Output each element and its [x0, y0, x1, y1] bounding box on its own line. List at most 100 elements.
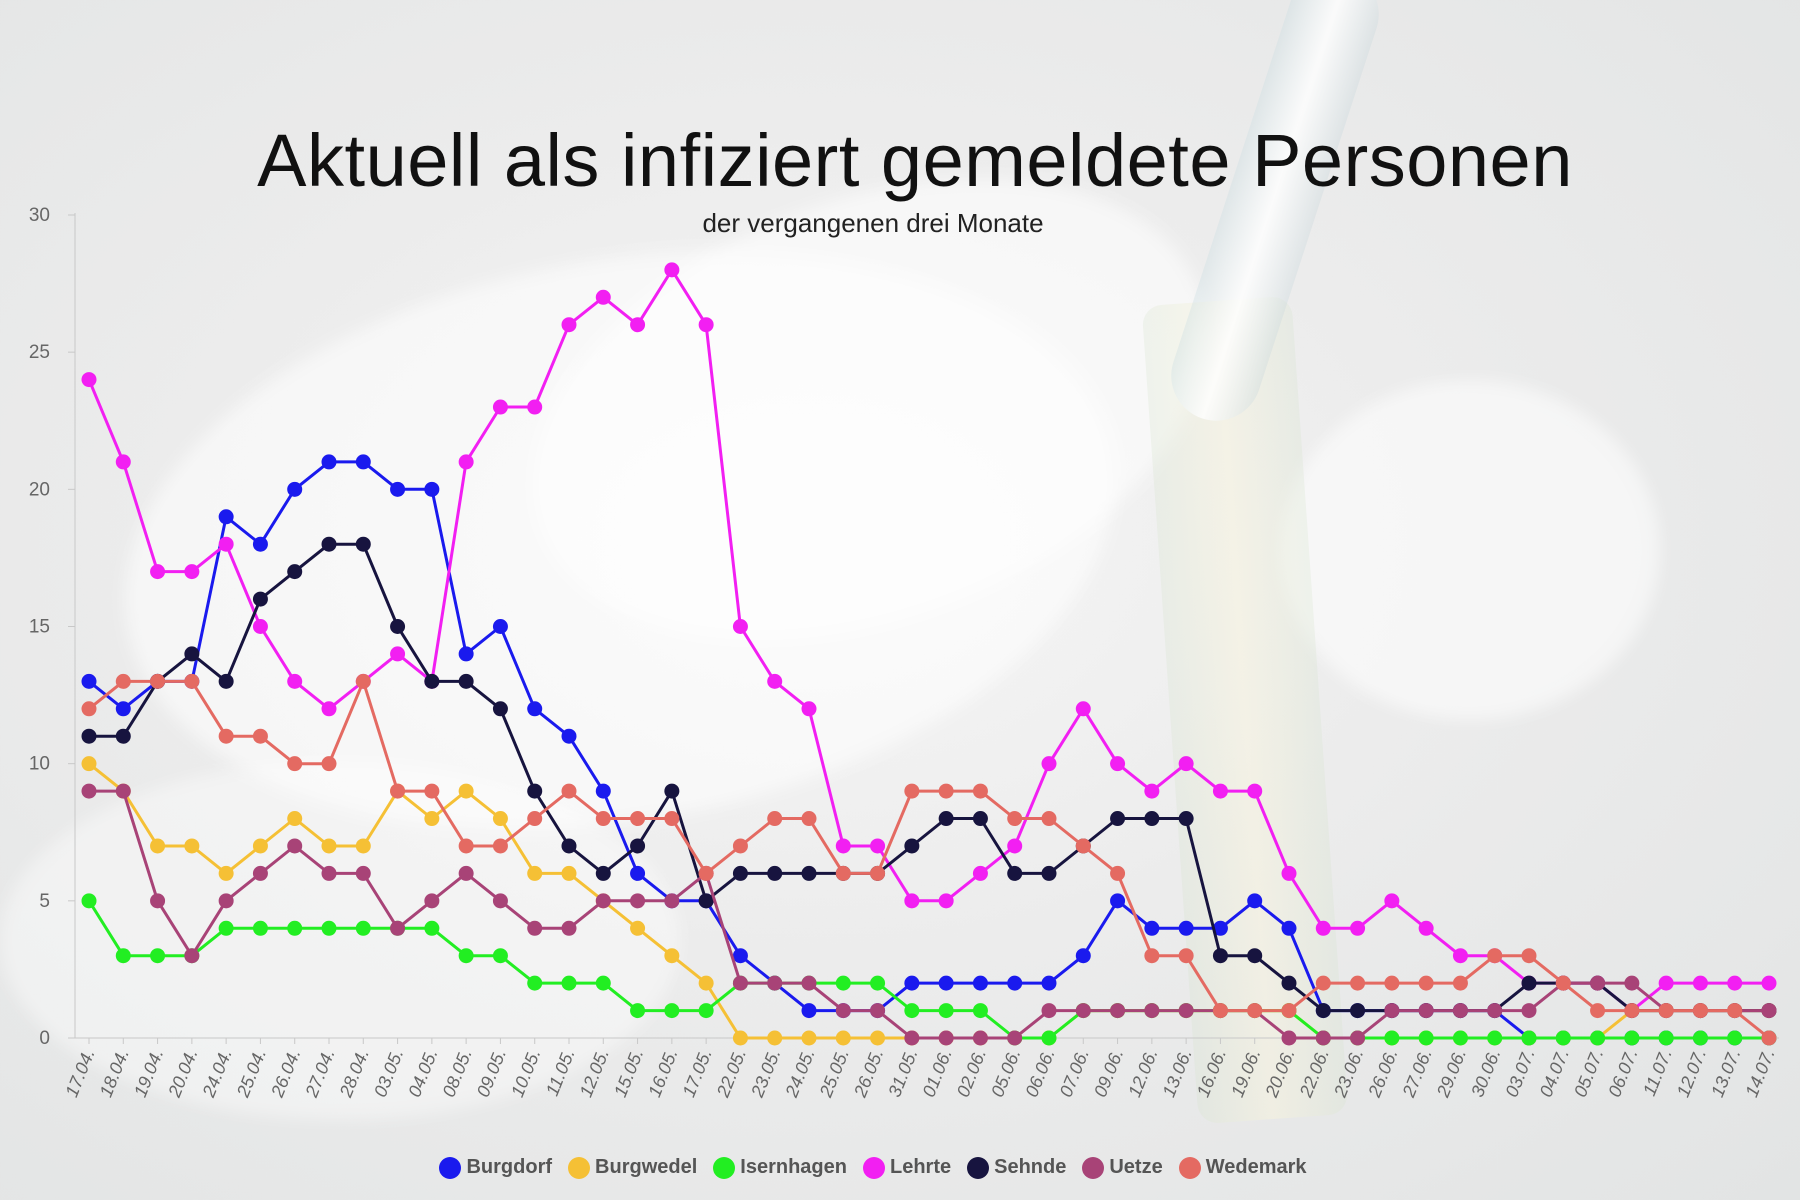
legend-label: Burgwedel [595, 1156, 698, 1178]
data-point-sehnde [1281, 975, 1297, 991]
data-point-wedemark [1452, 975, 1468, 991]
data-point-wedemark [1624, 1003, 1640, 1019]
data-point-isernhagen [698, 1003, 714, 1019]
data-point-uetze [972, 1030, 988, 1046]
data-point-lehrte [835, 838, 851, 854]
data-point-lehrte [1041, 756, 1057, 772]
data-point-lehrte [1144, 783, 1160, 799]
x-tick-label: 27.06. [1398, 1046, 1436, 1101]
data-point-isernhagen [972, 1003, 988, 1019]
x-tick-label: 05.06. [987, 1046, 1024, 1100]
x-tick-label: 27.04. [301, 1046, 339, 1101]
data-point-isernhagen [287, 920, 303, 936]
data-point-uetze [492, 893, 508, 909]
data-point-sehnde [972, 811, 988, 827]
legend-item-isernhagen[interactable]: Isernhagen [713, 1156, 847, 1179]
data-point-isernhagen [904, 1003, 920, 1019]
data-point-burgwedel [81, 756, 97, 772]
data-point-lehrte [1350, 920, 1366, 936]
x-tick-label: 28.04. [335, 1046, 373, 1101]
data-point-lehrte [218, 536, 234, 552]
data-point-uetze [835, 1003, 851, 1019]
data-point-sehnde [81, 728, 97, 744]
series-wedemark [81, 673, 1777, 1046]
series-line-sehnde [89, 542, 1769, 1013]
data-point-burgdorf [424, 481, 440, 497]
data-point-lehrte [630, 317, 646, 333]
data-point-sehnde [287, 564, 303, 580]
data-point-burgdorf [732, 948, 748, 964]
data-point-isernhagen [252, 920, 268, 936]
x-tick-label: 16.06. [1193, 1046, 1230, 1100]
data-point-sehnde [698, 893, 714, 909]
x-tick-label: 26.05. [850, 1046, 888, 1101]
legend-item-burgdorf[interactable]: Burgdorf [439, 1156, 552, 1179]
data-point-burgwedel [287, 811, 303, 827]
data-point-burgdorf [1247, 893, 1263, 909]
data-point-wedemark [561, 783, 577, 799]
data-point-burgdorf [595, 783, 611, 799]
x-tick-label: 06.07. [1604, 1046, 1641, 1100]
data-point-wedemark [938, 783, 954, 799]
data-point-wedemark [1590, 1003, 1606, 1019]
data-point-isernhagen [115, 948, 131, 964]
data-point-burgwedel [767, 1030, 783, 1046]
x-tick-label: 18.04. [96, 1046, 133, 1100]
data-point-uetze [1007, 1030, 1023, 1046]
data-point-burgdorf [1075, 948, 1091, 964]
legend-label: Wedemark [1205, 1156, 1307, 1178]
series-line-lehrte [87, 268, 1769, 1013]
data-point-wedemark [1487, 948, 1503, 964]
data-point-burgwedel [218, 865, 234, 881]
data-point-lehrte [252, 619, 268, 634]
data-point-wedemark [1178, 948, 1194, 964]
y-tick-label: 10 [29, 754, 50, 775]
data-point-burgdorf [1110, 893, 1126, 909]
data-point-isernhagen [1590, 1030, 1606, 1046]
data-point-uetze [1075, 1003, 1091, 1019]
x-tick-label: 07.06. [1056, 1046, 1093, 1100]
legend-swatch [713, 1156, 736, 1179]
legend-label: Uetze [1109, 1156, 1163, 1178]
legend-item-burgwedel[interactable]: Burgwedel [568, 1156, 697, 1179]
data-point-uetze [870, 1003, 886, 1019]
data-point-uetze [561, 920, 577, 936]
data-point-uetze [424, 893, 440, 909]
y-tick-label: 0 [39, 1028, 50, 1049]
data-point-wedemark [81, 701, 97, 717]
data-point-wedemark [732, 838, 748, 854]
data-point-burgdorf [355, 454, 371, 470]
data-point-wedemark [1384, 975, 1400, 991]
data-point-wedemark [390, 783, 406, 799]
data-point-lehrte [1692, 975, 1708, 991]
legend-item-uetze[interactable]: Uetze [1082, 1156, 1163, 1179]
data-point-uetze [732, 975, 748, 991]
data-point-lehrte [321, 701, 337, 717]
data-point-uetze [1144, 1003, 1160, 1019]
data-point-sehnde [1041, 865, 1057, 881]
data-point-lehrte [390, 646, 406, 662]
data-point-uetze [115, 783, 131, 799]
data-point-uetze [1178, 1003, 1194, 1019]
data-point-wedemark [184, 673, 200, 689]
series-line-isernhagen [87, 900, 1769, 1040]
data-point-isernhagen [150, 948, 166, 964]
data-point-isernhagen [1624, 1030, 1640, 1046]
data-point-uetze [1521, 1003, 1537, 1019]
data-point-wedemark [1521, 948, 1537, 964]
data-point-lehrte [287, 673, 303, 689]
legend-item-lehrte[interactable]: Lehrte [862, 1156, 951, 1179]
data-point-isernhagen [1452, 1030, 1468, 1046]
x-tick-label: 24.05. [781, 1046, 819, 1101]
data-point-uetze [801, 975, 817, 991]
data-point-burgwedel [835, 1030, 851, 1046]
legend-item-sehnde[interactable]: Sehnde [967, 1156, 1066, 1179]
data-point-wedemark [150, 673, 166, 689]
data-point-isernhagen [492, 948, 508, 964]
data-point-sehnde [561, 838, 577, 854]
x-tick-label: 24.04. [198, 1046, 236, 1101]
legend-item-wedemark[interactable]: Wedemark [1178, 1156, 1307, 1179]
data-point-burgwedel [424, 811, 440, 827]
data-point-burgwedel [561, 865, 577, 881]
data-point-wedemark [904, 783, 920, 799]
